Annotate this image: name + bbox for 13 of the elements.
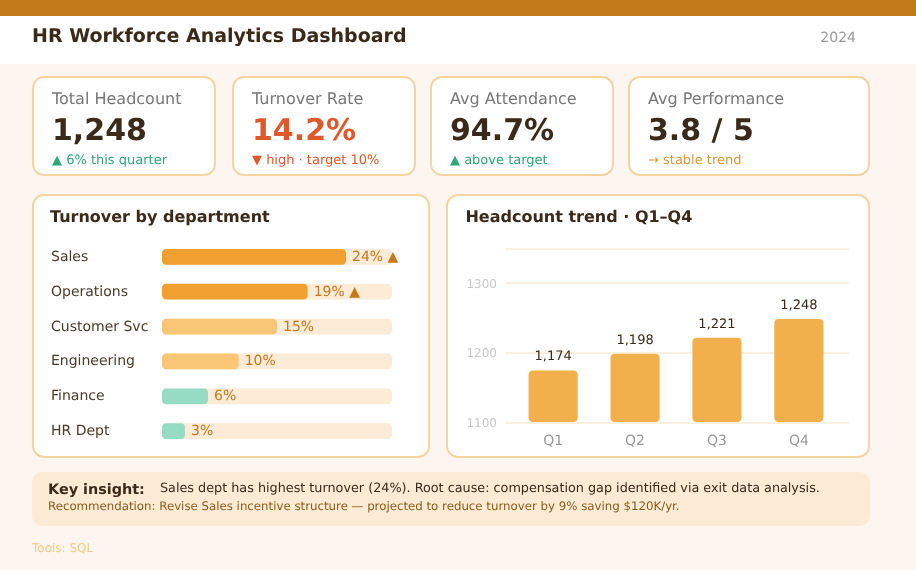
text: Avg Attendance xyxy=(450,90,577,108)
text: 14.2% xyxy=(252,112,357,148)
text: Avg Performance xyxy=(648,90,785,108)
text: Total Headcount xyxy=(52,90,182,108)
text: HR Workforce Analytics Dashboard xyxy=(32,26,407,48)
text: 3.8 / 5 xyxy=(648,112,754,148)
text: 94.7% xyxy=(450,112,555,148)
text: 1,248 xyxy=(52,112,147,148)
bar xyxy=(162,423,185,440)
chart-title: Turnover by department xyxy=(50,208,271,226)
bar xyxy=(162,388,208,405)
text: Turnover Rate xyxy=(252,90,364,108)
chart-title: Headcount trend · Q1–Q4 xyxy=(465,208,694,226)
